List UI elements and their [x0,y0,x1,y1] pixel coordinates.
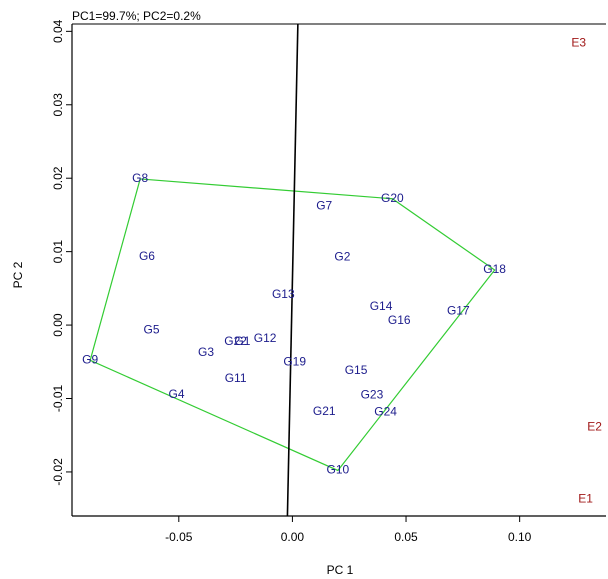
x-axis-title: PC 1 [327,563,354,577]
polygon-hull [89,178,496,472]
x-tick-label: 0.00 [281,530,305,544]
genotype-label-g21: G21 [313,404,336,418]
x-tick-label: 0.10 [508,530,532,544]
genotype-label-g17: G17 [447,303,470,317]
genotype-label-g5: G5 [144,322,160,336]
genotype-label-g11: G11 [225,371,247,385]
y-tick-label: 0.03 [51,93,65,117]
genotype-label-g16: G16 [388,313,411,327]
genotype-label-g7: G7 [316,198,332,212]
x-tick-label: -0.05 [165,530,193,544]
genotype-label-g23: G23 [361,388,384,402]
y-tick-label: 0.01 [51,240,65,264]
x-tick-label: 0.05 [394,530,418,544]
environment-label-e3: E3 [571,35,586,49]
y-axis: -0.02 -0.01 0.00 0.01 0.02 0.03 0.04 [51,19,72,486]
genotype-label-g24: G24 [374,405,397,419]
genotype-label-g6: G6 [139,249,155,263]
x-axis: -0.05 0.00 0.05 0.10 [165,516,532,544]
genotype-labels: G1 G2 G3 G4 G5 G6 G7 G8 G9 G10 G11 G12 G13 G14 G15 G16 G… [82,171,506,477]
y-tick-label: 0.04 [51,19,65,43]
genotype-label-g12: G12 [254,331,277,345]
hull-layer [89,178,496,472]
environment-label-e1: E1 [578,491,593,505]
environment-label-e2: E2 [587,419,602,433]
reference-line-layer [286,23,299,517]
genotype-label-g8: G8 [132,171,148,185]
plot-frame-layer [71,23,606,517]
reference-axis-line [286,23,299,517]
environment-labels: E1 E2 E3 [571,35,602,505]
genotype-label-g4: G4 [169,387,185,401]
genotype-label-g3: G3 [198,345,214,359]
genotype-label-g15: G15 [345,363,368,377]
genotype-label-g13: G13 [272,287,295,301]
genotype-label-g1: G1 [234,334,250,348]
genotype-label-g20: G20 [381,191,404,205]
y-tick-label: 0.00 [51,313,65,337]
genotype-label-g22: G22 [224,334,247,348]
genotype-label-g18: G18 [483,262,506,276]
genotype-label-g14: G14 [370,299,393,313]
variance-explained-label: PC1=99.7%; PC2=0.2% [72,9,201,23]
y-tick-label: -0.01 [51,385,65,413]
y-tick-label: 0.02 [51,166,65,190]
y-tick-label: -0.02 [51,458,65,486]
genotype-label-g19: G19 [283,355,306,369]
genotype-label-g10: G10 [327,463,350,477]
genotype-label-g2: G2 [334,250,350,264]
genotype-label-g9: G9 [82,352,98,366]
y-axis-title: PC 2 [11,261,25,288]
